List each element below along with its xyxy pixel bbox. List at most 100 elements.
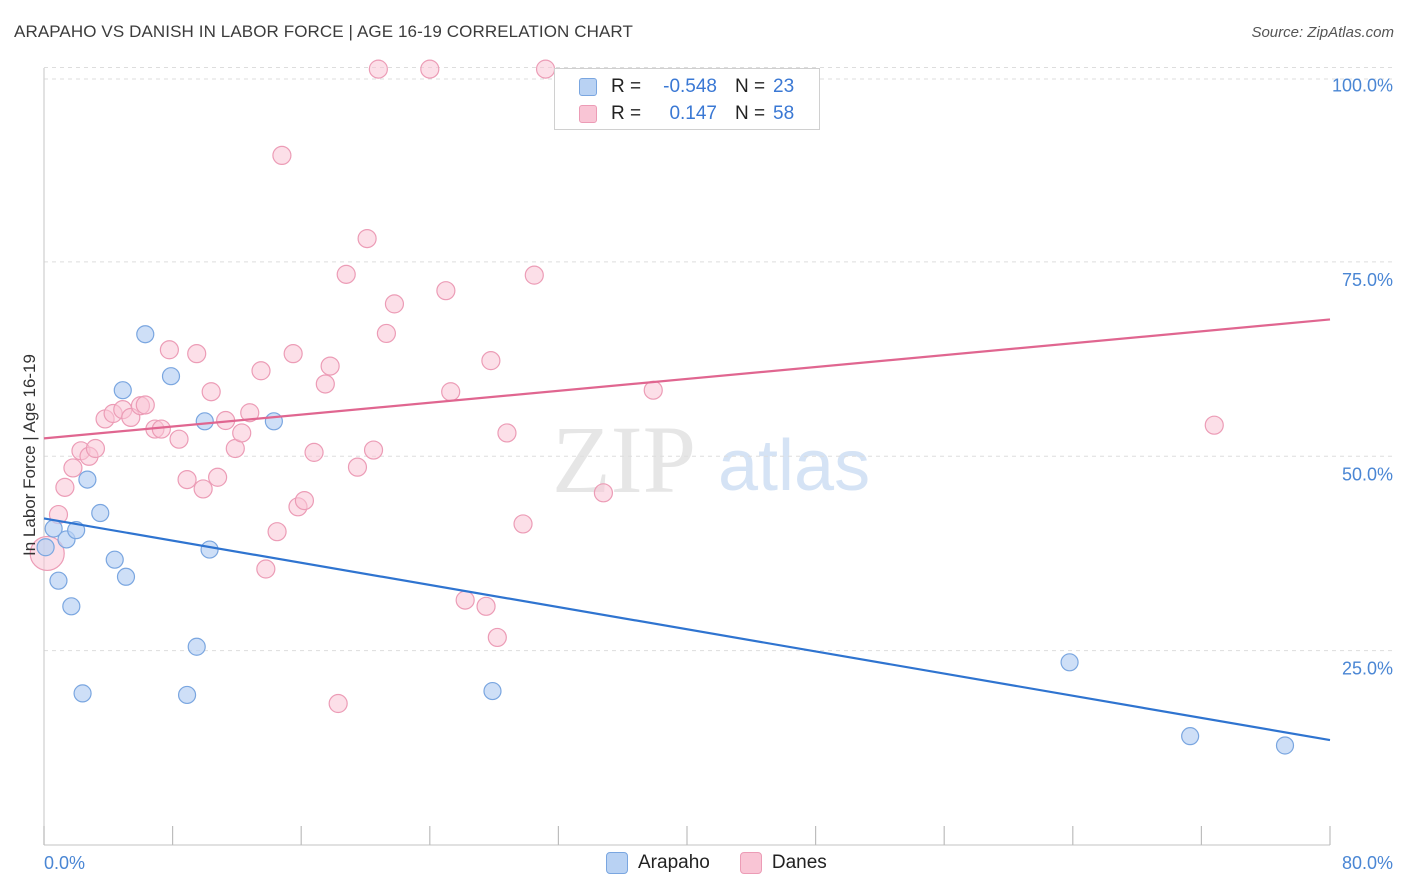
arapaho-point <box>1181 727 1200 746</box>
danes-point <box>363 440 384 460</box>
arapaho-point <box>187 637 206 656</box>
legend-label-danes: Danes <box>771 852 827 873</box>
arapaho-point <box>105 550 124 569</box>
danes-point <box>315 374 335 394</box>
danes-point <box>169 429 189 449</box>
y-tick-label: 100.0% <box>1332 76 1393 96</box>
danes-point <box>357 228 377 249</box>
danes-point <box>232 423 252 443</box>
danes-point <box>208 467 228 487</box>
n-value: 23 <box>773 76 795 97</box>
danes-point <box>193 479 213 499</box>
arapaho-point <box>483 681 502 701</box>
axis-ticks <box>43 826 1331 845</box>
danes-point <box>420 59 440 79</box>
arapaho-point <box>1060 653 1079 672</box>
y-tick-label: 25.0% <box>1342 659 1393 679</box>
arapaho-point <box>36 538 55 557</box>
danes-swatch <box>739 852 762 874</box>
danes-point <box>347 457 368 477</box>
r-label: R = <box>611 76 642 97</box>
danes-point <box>201 382 221 402</box>
arapaho-point <box>91 503 110 523</box>
arapaho-point <box>195 412 214 431</box>
danes-point <box>476 596 496 616</box>
danes-point <box>283 344 303 364</box>
arapaho-swatch <box>579 78 597 96</box>
arapaho-point <box>113 381 132 400</box>
danes-point <box>436 281 456 301</box>
watermark-zip: ZIP <box>552 406 696 513</box>
danes-point <box>441 382 461 402</box>
arapaho-point <box>1275 736 1295 755</box>
danes-point <box>328 693 348 714</box>
danes-point <box>384 294 405 314</box>
danes-point <box>177 469 197 490</box>
danes-swatch <box>579 105 597 123</box>
danes-point <box>267 522 287 542</box>
danes-point <box>55 477 75 497</box>
danes-point <box>524 265 544 285</box>
r-value: 0.147 <box>669 103 717 124</box>
arapaho-point <box>136 325 155 344</box>
y-axis-label: In Labor Force | Age 16-19 <box>20 354 39 556</box>
arapaho-swatch <box>606 852 628 874</box>
danes-point <box>63 458 83 478</box>
legend-item-arapaho: Arapaho <box>606 852 710 874</box>
danes-trend-line <box>43 318 1331 440</box>
tick-labels: 25.0% 50.0% 75.0% 100.0% 0.0% 80.0% <box>44 76 1393 873</box>
n-label: N = <box>735 103 766 124</box>
danes-point <box>481 351 501 371</box>
arapaho-point <box>264 412 283 431</box>
arapaho-point <box>161 367 181 386</box>
danes-points <box>29 59 1224 714</box>
legend-label-arapaho: Arapaho <box>638 852 710 873</box>
danes-point <box>320 356 340 376</box>
danes-point <box>272 145 292 166</box>
danes-point <box>455 590 475 610</box>
arapaho-point <box>177 685 197 705</box>
danes-point <box>1204 415 1224 435</box>
danes-point <box>240 403 260 423</box>
x-tick-label: 0.0% <box>44 853 85 873</box>
danes-point <box>336 264 356 284</box>
y-tick-label: 50.0% <box>1342 464 1393 484</box>
danes-point <box>304 442 324 462</box>
danes-point <box>497 423 517 443</box>
arapaho-point <box>116 567 136 586</box>
danes-point <box>294 490 315 511</box>
danes-point <box>593 483 614 503</box>
danes-point <box>251 361 271 381</box>
legend-row-arapaho: R = -0.548 N = 23 <box>579 74 794 100</box>
trend-lines <box>43 318 1331 742</box>
arapaho-points <box>36 325 1295 755</box>
arapaho-point <box>200 540 219 559</box>
danes-point <box>376 323 396 344</box>
danes-point <box>187 344 207 364</box>
r-label: R = <box>611 103 642 124</box>
watermark-atlas: atlas <box>718 426 870 506</box>
r-value: -0.548 <box>663 76 717 97</box>
danes-point <box>368 59 388 79</box>
arapaho-point <box>49 571 68 590</box>
chart-title: ARAPAHO VS DANISH IN LABOR FORCE | AGE 1… <box>14 22 633 41</box>
danes-point <box>487 627 507 648</box>
n-label: N = <box>735 76 766 97</box>
x-tick-label: 80.0% <box>1342 853 1393 873</box>
n-value: 58 <box>773 103 795 124</box>
arapaho-point <box>67 521 86 540</box>
arapaho-trend-line <box>43 517 1331 742</box>
watermark: ZIP atlas <box>552 406 870 513</box>
y-tick-label: 75.0% <box>1342 270 1393 290</box>
danes-point <box>513 514 533 534</box>
danes-point <box>643 380 663 400</box>
arapaho-point <box>73 684 92 703</box>
legend-row-danes: R = 0.147 N = 58 <box>579 101 794 127</box>
correlation-legend: R = -0.548 N = 23 R = 0.147 N = 58 <box>554 68 820 130</box>
series-legend: Arapaho Danes <box>606 852 857 874</box>
source-credit: Source: ZipAtlas.com <box>1251 24 1394 41</box>
arapaho-point <box>78 470 97 489</box>
arapaho-point <box>62 597 81 616</box>
gridlines <box>44 67 1392 652</box>
